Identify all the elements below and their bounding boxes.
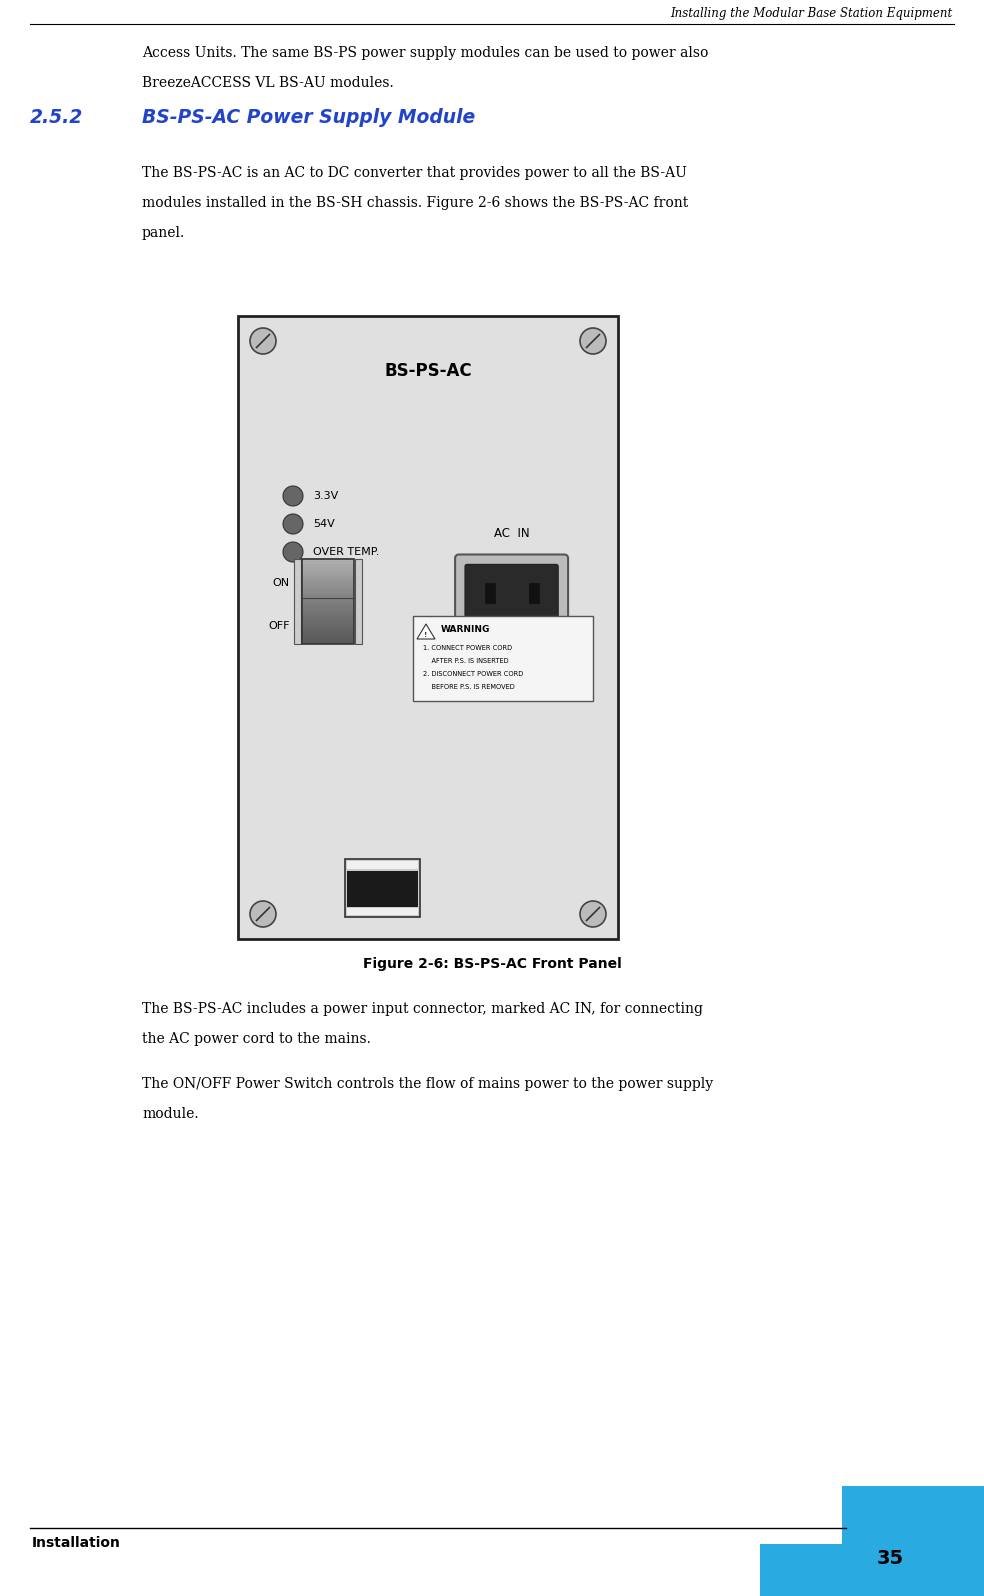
Text: the AC power cord to the mains.: the AC power cord to the mains.	[142, 1033, 371, 1045]
Bar	[302, 573, 354, 576]
Text: module.: module.	[142, 1108, 199, 1120]
Bar	[347, 908, 418, 915]
Text: BS-PS-AC: BS-PS-AC	[384, 362, 471, 380]
Bar	[302, 614, 354, 618]
Bar	[760, 1543, 842, 1596]
Text: The BS-PS-AC includes a power input connector, marked AC IN, for connecting: The BS-PS-AC includes a power input conn…	[142, 1002, 703, 1017]
Bar	[302, 578, 354, 581]
Text: 2. DISCONNECT POWER CORD: 2. DISCONNECT POWER CORD	[423, 670, 523, 677]
Text: ON: ON	[273, 578, 290, 587]
Text: modules installed in the BS-SH chassis. Figure 2-6 shows the BS-PS-AC front: modules installed in the BS-SH chassis. …	[142, 196, 688, 211]
Text: !: !	[424, 632, 428, 638]
Bar	[302, 586, 354, 589]
Circle shape	[580, 902, 606, 927]
Bar	[302, 603, 354, 606]
Text: Figure 2-6: BS-PS-AC Front Panel: Figure 2-6: BS-PS-AC Front Panel	[363, 958, 621, 970]
Bar	[302, 589, 354, 592]
Bar	[302, 560, 354, 563]
Text: OFF: OFF	[269, 621, 290, 630]
Bar	[302, 581, 354, 584]
Text: Installation: Installation	[32, 1535, 121, 1550]
Circle shape	[250, 329, 276, 354]
Bar	[302, 559, 354, 562]
Text: The ON/OFF Power Switch controls the flow of mains power to the power supply: The ON/OFF Power Switch controls the flo…	[142, 1077, 713, 1092]
Bar	[302, 629, 354, 632]
Bar	[302, 595, 354, 598]
Bar	[347, 860, 418, 868]
Bar	[302, 592, 354, 595]
Text: BS-PS-AC Power Supply Module: BS-PS-AC Power Supply Module	[142, 109, 475, 128]
FancyBboxPatch shape	[465, 565, 558, 637]
Bar	[302, 563, 354, 567]
Bar	[484, 583, 495, 603]
Circle shape	[283, 487, 303, 506]
Bar	[302, 606, 354, 610]
Bar	[302, 640, 354, 643]
Bar	[302, 622, 354, 627]
Bar	[302, 618, 354, 621]
FancyBboxPatch shape	[413, 616, 593, 701]
Text: 54V: 54V	[313, 519, 335, 528]
Bar	[302, 626, 354, 629]
Text: WARNING: WARNING	[441, 626, 490, 635]
Bar	[302, 632, 354, 635]
Text: 35: 35	[877, 1548, 903, 1567]
Bar	[496, 619, 527, 629]
Bar	[302, 570, 354, 573]
Bar	[302, 600, 354, 603]
Text: AFTER P.S. IS INSERTED: AFTER P.S. IS INSERTED	[423, 658, 509, 664]
Bar	[842, 1486, 984, 1596]
Text: The BS-PS-AC is an AC to DC converter that provides power to all the BS-AU: The BS-PS-AC is an AC to DC converter th…	[142, 166, 687, 180]
Bar	[302, 597, 354, 602]
Circle shape	[283, 543, 303, 562]
Text: Installing the Modular Base Station Equipment: Installing the Modular Base Station Equi…	[670, 6, 952, 21]
Circle shape	[580, 329, 606, 354]
Text: Access Units. The same BS-PS power supply modules can be used to power also: Access Units. The same BS-PS power suppl…	[142, 46, 708, 61]
Bar	[302, 567, 354, 570]
Text: AC  IN: AC IN	[494, 528, 529, 541]
Bar	[355, 559, 362, 643]
Text: OVER TEMP.: OVER TEMP.	[313, 547, 380, 557]
Circle shape	[283, 514, 303, 535]
FancyBboxPatch shape	[455, 554, 568, 648]
Text: BEFORE P.S. IS REMOVED: BEFORE P.S. IS REMOVED	[423, 685, 515, 689]
Text: BreezeACCESS VL BS-AU modules.: BreezeACCESS VL BS-AU modules.	[142, 77, 394, 89]
Bar	[528, 583, 538, 603]
Text: 2.5.2: 2.5.2	[30, 109, 84, 128]
Bar	[347, 871, 418, 907]
Bar	[238, 316, 618, 938]
Bar	[302, 637, 354, 640]
Text: 1. CONNECT POWER CORD: 1. CONNECT POWER CORD	[423, 645, 512, 651]
Text: panel.: panel.	[142, 227, 185, 239]
Bar	[302, 635, 354, 638]
Bar	[302, 611, 354, 614]
Bar	[294, 559, 301, 643]
Bar	[302, 584, 354, 587]
Bar	[302, 621, 354, 624]
Bar	[345, 859, 420, 918]
Circle shape	[250, 902, 276, 927]
Bar	[302, 610, 354, 613]
Bar	[302, 559, 354, 643]
Text: 3.3V: 3.3V	[313, 492, 338, 501]
Bar	[302, 575, 354, 578]
Polygon shape	[417, 624, 435, 638]
